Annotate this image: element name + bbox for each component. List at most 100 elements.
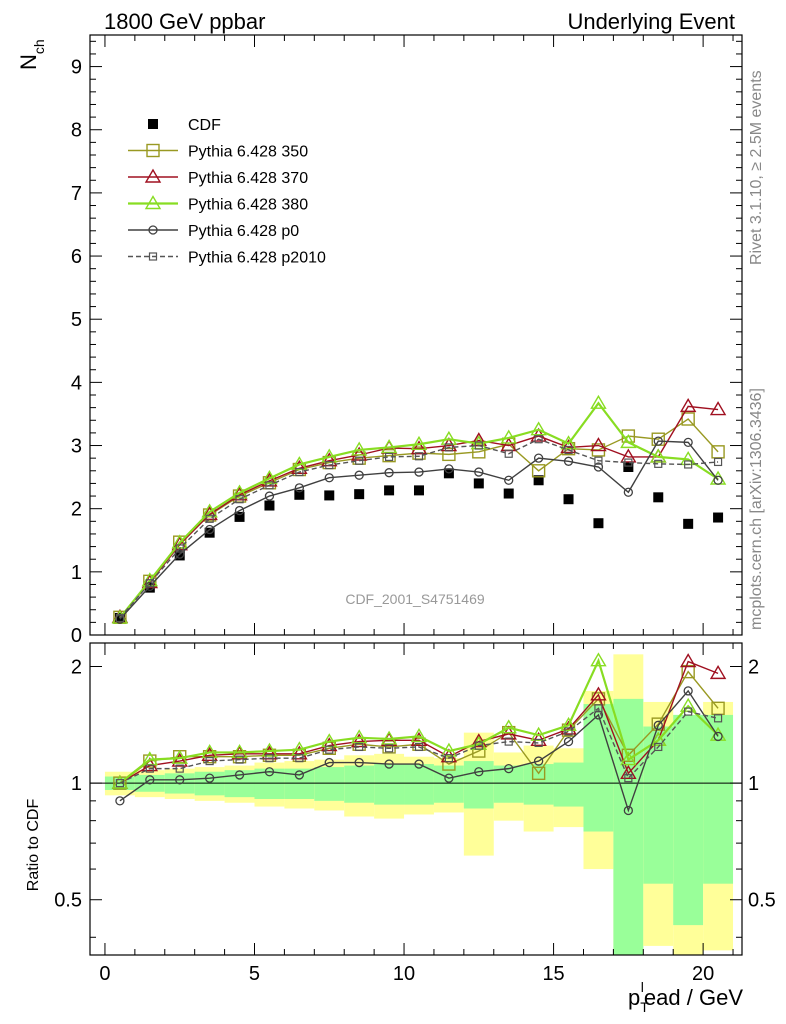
legend-marker-3: [144, 195, 162, 210]
ratio-ytick-right-2: 2: [748, 657, 759, 679]
main-point-0-5: [264, 500, 275, 511]
main-point-3-9: [380, 439, 398, 454]
ratio-point-4-20: [713, 714, 723, 723]
band-green-9: [374, 764, 405, 805]
analysis-watermark: CDF_2001_S4751469: [345, 591, 485, 607]
ratio-line-3: [119, 689, 719, 813]
x-axis-label: pTlead / GeV: [628, 979, 743, 1015]
main-frame: [89, 34, 743, 636]
ratio-point-2-16: [590, 652, 607, 667]
ratio-point-4-6: [295, 754, 304, 763]
ratio-point-4-16: [594, 704, 603, 713]
main-point-3-18: [650, 448, 667, 463]
main-point-4-7: [324, 473, 334, 483]
ratio-point-2-5: [261, 742, 278, 757]
band-green-5: [254, 768, 285, 799]
y-tick-label-3: 3: [71, 436, 82, 458]
main-point-2-16: [590, 437, 607, 452]
main-series-2: [111, 397, 727, 624]
ratio-point-4-2: [175, 764, 184, 773]
main-point-4-20: [713, 475, 723, 485]
main-point-4-11: [444, 464, 454, 474]
band-green-7: [314, 767, 345, 801]
main-point-5-8: [355, 456, 364, 465]
main-point-5-13: [504, 449, 513, 458]
main-point-5-16: [594, 456, 603, 465]
legend: CDF Pythia 6.428 350 Pythia 6.428 370 Pythi…: [128, 117, 326, 267]
main-point-2-17: [620, 448, 637, 463]
ratio-point-4-13: [504, 737, 513, 746]
ratio-series-4: [115, 704, 723, 788]
main-point-3-17: [620, 433, 637, 449]
main-line-3: [119, 401, 719, 619]
mcplots-label: mcplots.cern.ch [arXiv:1306.3436]: [748, 388, 765, 630]
main-point-5-19: [684, 460, 693, 469]
ratio-point-4-7: [325, 745, 334, 754]
ratio-frame: [89, 642, 743, 956]
ratio-point-4-9: [384, 744, 394, 753]
main-point-5-17: [624, 458, 633, 467]
ratio-point-3-5: [264, 767, 275, 777]
ratio-point-1-16: [590, 686, 607, 701]
ratio-line-4: [119, 707, 719, 784]
main-ylabel-sub: ch: [31, 39, 47, 54]
ratio-point-2-14: [530, 726, 547, 741]
legend-label-5: Pythia 6.428 p2010: [188, 250, 326, 267]
legend-marker-0: [148, 119, 158, 129]
ratio-line-2: [119, 657, 719, 784]
main-line-5: [119, 438, 719, 619]
ratio-point-3-2: [175, 775, 185, 785]
main-point-5-7: [325, 461, 334, 470]
ratio-point-4-17: [624, 774, 633, 783]
main-point-1-11: [442, 447, 456, 462]
ratio-point-2-11: [440, 742, 458, 757]
xlabel-sup: l: [641, 979, 644, 995]
ratio-point-3-8: [354, 757, 364, 768]
main-point-0-4: [234, 511, 245, 522]
plot-frames: [89, 34, 743, 956]
main-point-0-18: [653, 492, 664, 503]
ratio-point-4-8: [355, 742, 364, 752]
ratio-point-3-15: [563, 736, 574, 747]
ratio-point-1-3: [201, 746, 218, 761]
ratio-line-0: [119, 670, 719, 784]
main-point-3-16: [590, 394, 607, 409]
ratio-point-1-5: [261, 745, 278, 760]
band-green-12: [463, 761, 494, 809]
y-tick-label-8: 8: [71, 120, 82, 142]
ratio-point-1-19: [679, 653, 697, 668]
ratio-point-1-17: [620, 764, 637, 780]
ratio-point-1-7: [321, 737, 338, 752]
ratio-point-1-12: [470, 733, 488, 748]
band-green-16: [583, 704, 614, 832]
main-point-3-5: [261, 469, 278, 485]
ratio-point-3-18: [653, 720, 663, 730]
main-point-0-14: [533, 475, 544, 486]
main-point-5-1: [145, 579, 154, 588]
ratio-panel-series: [111, 652, 727, 816]
main-point-0-3: [204, 527, 215, 538]
main-point-2-20: [709, 401, 727, 416]
xlabel-rest: ead / GeV: [644, 985, 743, 1010]
ratio-point-2-17: [620, 751, 637, 766]
ratio-point-2-8: [350, 729, 368, 744]
y-tick-label-6: 6: [71, 246, 82, 268]
ratio-point-1-2: [171, 752, 188, 767]
x-tick-label-1: 5: [249, 963, 260, 985]
main-point-4-6: [294, 483, 305, 493]
main-point-4-18: [653, 436, 663, 446]
main-point-5-3: [205, 514, 214, 523]
main-point-2-10: [410, 440, 428, 455]
main-point-5-5: [265, 481, 274, 490]
band-green-13: [493, 765, 524, 803]
ratio-point-2-13: [500, 719, 517, 734]
main-point-2-19: [679, 397, 697, 413]
main-point-3-13: [500, 429, 517, 444]
y-tick-label-2: 2: [71, 499, 82, 521]
legend-label-2: Pythia 6.428 370: [188, 170, 308, 187]
ratio-point-4-0: [115, 779, 125, 788]
ratio-point-4-12: [474, 741, 483, 750]
ratio-point-3-9: [384, 759, 394, 769]
main-point-5-6: [295, 467, 304, 477]
